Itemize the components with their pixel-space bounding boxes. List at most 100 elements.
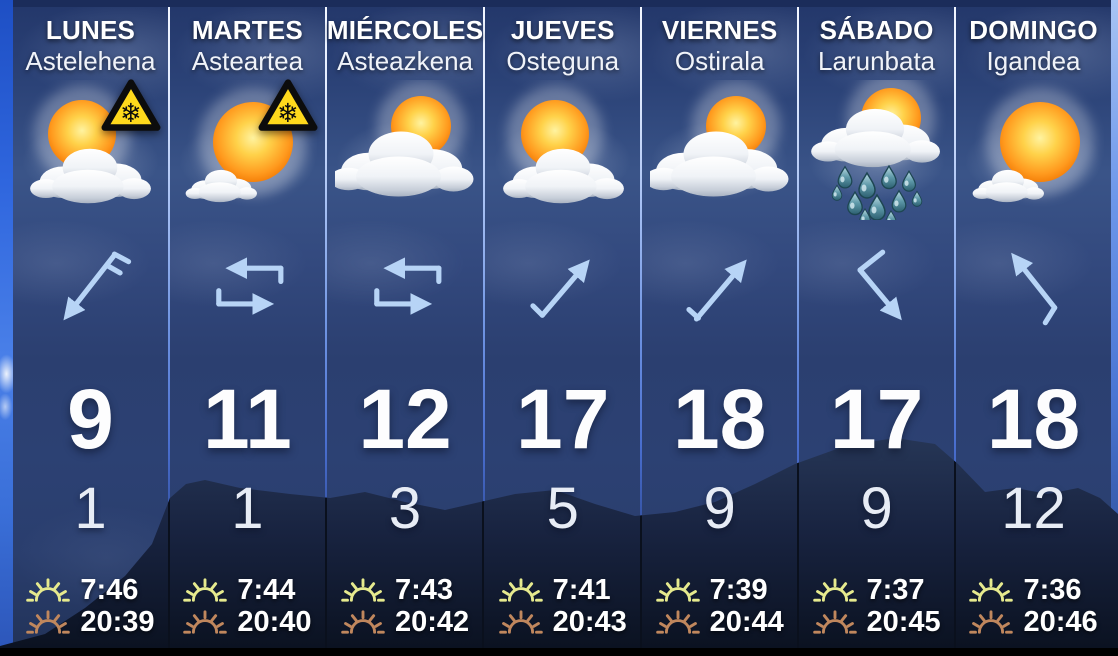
sunset-icon xyxy=(498,607,543,638)
svg-text:❄: ❄ xyxy=(277,99,299,129)
sunset-time: 20:45 xyxy=(866,606,941,638)
day-column: JUEVES Osteguna 17 5 xyxy=(485,7,641,648)
temp-high: 18 xyxy=(986,372,1081,466)
day-column: SÁBADO Larunbata xyxy=(799,7,955,648)
svg-text:❄: ❄ xyxy=(120,99,142,129)
day-name-spanish: VIERNES xyxy=(661,15,778,45)
temp-high: 17 xyxy=(516,372,610,466)
wind-arrow-sw-barb-icon xyxy=(43,240,137,339)
temp-low: 5 xyxy=(546,476,579,541)
day-name-basque: Asteazkena xyxy=(337,46,473,76)
wind-box xyxy=(673,239,767,339)
sunset-icon xyxy=(183,607,228,638)
sunset-time: 20:39 xyxy=(80,606,155,638)
sunrise-time: 7:36 xyxy=(1023,574,1082,606)
sunset-time: 20:40 xyxy=(237,606,312,638)
bottom-black-bar xyxy=(0,648,1118,656)
day-column: VIERNES Ostirala 18 9 xyxy=(642,7,798,648)
sunrise-time: 7:39 xyxy=(709,574,768,606)
weather-icon-box xyxy=(956,77,1111,227)
temp-low: 12 xyxy=(1001,476,1066,541)
sun-times: 7:37 20:45 xyxy=(812,574,941,638)
sunset-icon xyxy=(655,607,700,638)
sky-background-right xyxy=(1111,0,1118,656)
day-name-spanish: LUNES xyxy=(45,15,136,45)
sun-times: 7:43 20:42 xyxy=(341,574,469,638)
day-name-spanish: JUEVES xyxy=(510,15,615,45)
day-name-basque: Ostirala xyxy=(674,46,765,76)
wind-box xyxy=(987,239,1081,339)
weather-icon-box xyxy=(642,77,797,227)
sunrise-time: 7:44 xyxy=(237,574,296,606)
wind-box xyxy=(200,239,294,339)
sunset-icon xyxy=(969,607,1014,638)
wind-arrow-nw-tail-icon xyxy=(987,240,1081,339)
temp-high: 12 xyxy=(358,372,452,466)
temp-low: 3 xyxy=(388,476,422,541)
day-column: LUNES Astelehena ❄ 9 1 xyxy=(13,7,168,648)
sunset-icon xyxy=(26,607,71,638)
rain-drops xyxy=(831,164,922,228)
sunset-time: 20:46 xyxy=(1023,606,1098,638)
day-column: DOMINGO Igandea 18 12 xyxy=(956,7,1111,648)
temp-low: 1 xyxy=(231,476,264,541)
sunrise-icon xyxy=(655,575,700,606)
sun-small-cloud-icon xyxy=(964,80,1104,225)
day-name-spanish: DOMINGO xyxy=(969,15,1098,45)
day-name-basque: Igandea xyxy=(986,46,1081,76)
rain-cloud-sun-icon xyxy=(807,73,947,228)
sun-behind-cloud-icon xyxy=(20,80,160,225)
wind-variable-loop-icon xyxy=(200,240,294,339)
sunrise-icon xyxy=(26,575,71,606)
weather-icon-box: ❄ xyxy=(170,77,325,227)
temp-high: 18 xyxy=(672,372,767,466)
sun-times: 7:36 20:46 xyxy=(969,574,1098,638)
sky-background-left xyxy=(0,0,13,656)
temp-high: 9 xyxy=(67,372,114,466)
day-name-basque: Osteguna xyxy=(506,46,620,76)
wind-box xyxy=(830,239,924,339)
sunset-icon xyxy=(341,607,385,638)
sunrise-icon xyxy=(812,575,857,606)
sun-behind-cloud-icon xyxy=(493,80,633,225)
sunrise-time: 7:37 xyxy=(866,574,925,606)
sun-times: 7:46 20:39 xyxy=(26,574,155,638)
sunrise-icon xyxy=(341,575,385,606)
day-name-basque: Astelehena xyxy=(25,46,156,76)
day-name-basque: Larunbata xyxy=(818,46,936,76)
forecast-columns: LUNES Astelehena ❄ 9 1 xyxy=(13,7,1111,648)
wind-arrow-ne-hook-icon xyxy=(516,240,610,339)
weather-icon-box xyxy=(485,77,640,227)
weather-icon-box xyxy=(799,73,954,228)
day-name-spanish: MIÉRCOLES xyxy=(326,15,484,45)
day-column: MIÉRCOLES Asteazkena 12 3 xyxy=(326,7,484,648)
sunset-time: 20:43 xyxy=(552,606,627,638)
temp-low: 1 xyxy=(74,476,107,541)
wind-box xyxy=(43,239,137,339)
day-name-basque: Asteartea xyxy=(191,46,304,76)
temp-low: 9 xyxy=(860,476,893,541)
wind-box xyxy=(516,239,610,339)
snow-warning-icon: ❄ xyxy=(256,77,320,140)
day-name-spanish: MARTES xyxy=(191,15,303,45)
sunrise-time: 7:41 xyxy=(552,574,611,606)
wind-variable-loop-icon xyxy=(358,240,452,339)
sunset-icon xyxy=(812,607,857,638)
sunrise-icon xyxy=(183,575,228,606)
snow-warning-icon: ❄ xyxy=(99,77,163,140)
sunrise-icon xyxy=(969,575,1014,606)
sun-times: 7:41 20:43 xyxy=(498,574,627,638)
day-name-spanish: SÁBADO xyxy=(819,15,934,45)
sunrise-time: 7:43 xyxy=(394,574,454,606)
temp-high: 17 xyxy=(829,372,924,466)
sun-times: 7:44 20:40 xyxy=(183,574,311,638)
wind-arrow-se-tail-icon xyxy=(830,240,924,339)
sunrise-icon xyxy=(498,575,543,606)
temp-low: 9 xyxy=(703,476,736,541)
temp-high: 11 xyxy=(203,372,292,466)
wind-arrow-ne-barb-icon xyxy=(673,240,767,339)
cloud-sun-peek-icon xyxy=(644,80,790,225)
weather-icon-box xyxy=(327,77,483,227)
sunrise-time: 7:46 xyxy=(80,574,139,606)
